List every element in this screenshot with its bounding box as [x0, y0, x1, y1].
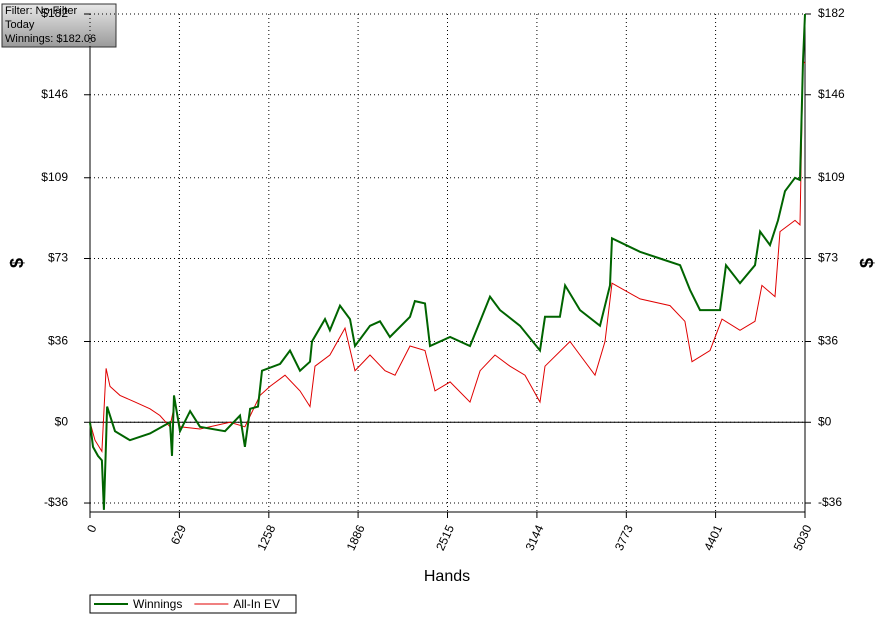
x-tick-label: 0: [84, 522, 100, 534]
x-tick-label: 1886: [344, 522, 368, 552]
legend: [89, 594, 297, 614]
y-tick-label: $182: [41, 6, 68, 20]
x-tick-label: 3773: [612, 522, 636, 552]
y-tick-label: $109: [41, 170, 68, 184]
y-tick-label: $36: [48, 334, 68, 348]
y2-tick-label: $146: [818, 87, 845, 101]
x-tick-label: 1258: [254, 522, 278, 552]
y2-tick-label: $182: [818, 6, 845, 20]
info-line: Winnings: $182.06: [5, 33, 96, 45]
x-tick-label: 4401: [701, 522, 725, 552]
legend-label: All-In EV: [233, 597, 280, 611]
y-tick-label: $73: [48, 251, 68, 265]
x-tick-label: 5030: [791, 522, 815, 552]
y-tick-label: -$36: [44, 495, 68, 509]
info-line: Filter: No Filter: [5, 5, 77, 17]
y2-axis-title: $: [857, 258, 877, 268]
x-tick-label: 629: [168, 522, 189, 546]
y2-tick-label: $36: [818, 334, 838, 348]
x-axis-title: Hands: [424, 568, 470, 585]
y-tick-label: $0: [55, 414, 69, 428]
series-line: [89, 13, 806, 510]
legend-label: Winnings: [133, 597, 182, 611]
y2-tick-label: $0: [818, 414, 832, 428]
info-line: Today: [5, 19, 35, 31]
x-tick-label: 2515: [433, 522, 457, 552]
info-box: [1, 3, 117, 48]
y-tick-label: $146: [41, 87, 68, 101]
y2-tick-label: $109: [818, 170, 845, 184]
y2-tick-label: -$36: [818, 495, 842, 509]
y-axis-title: $: [7, 258, 27, 268]
y2-tick-label: $73: [818, 251, 838, 265]
x-tick-label: 3144: [523, 522, 547, 552]
